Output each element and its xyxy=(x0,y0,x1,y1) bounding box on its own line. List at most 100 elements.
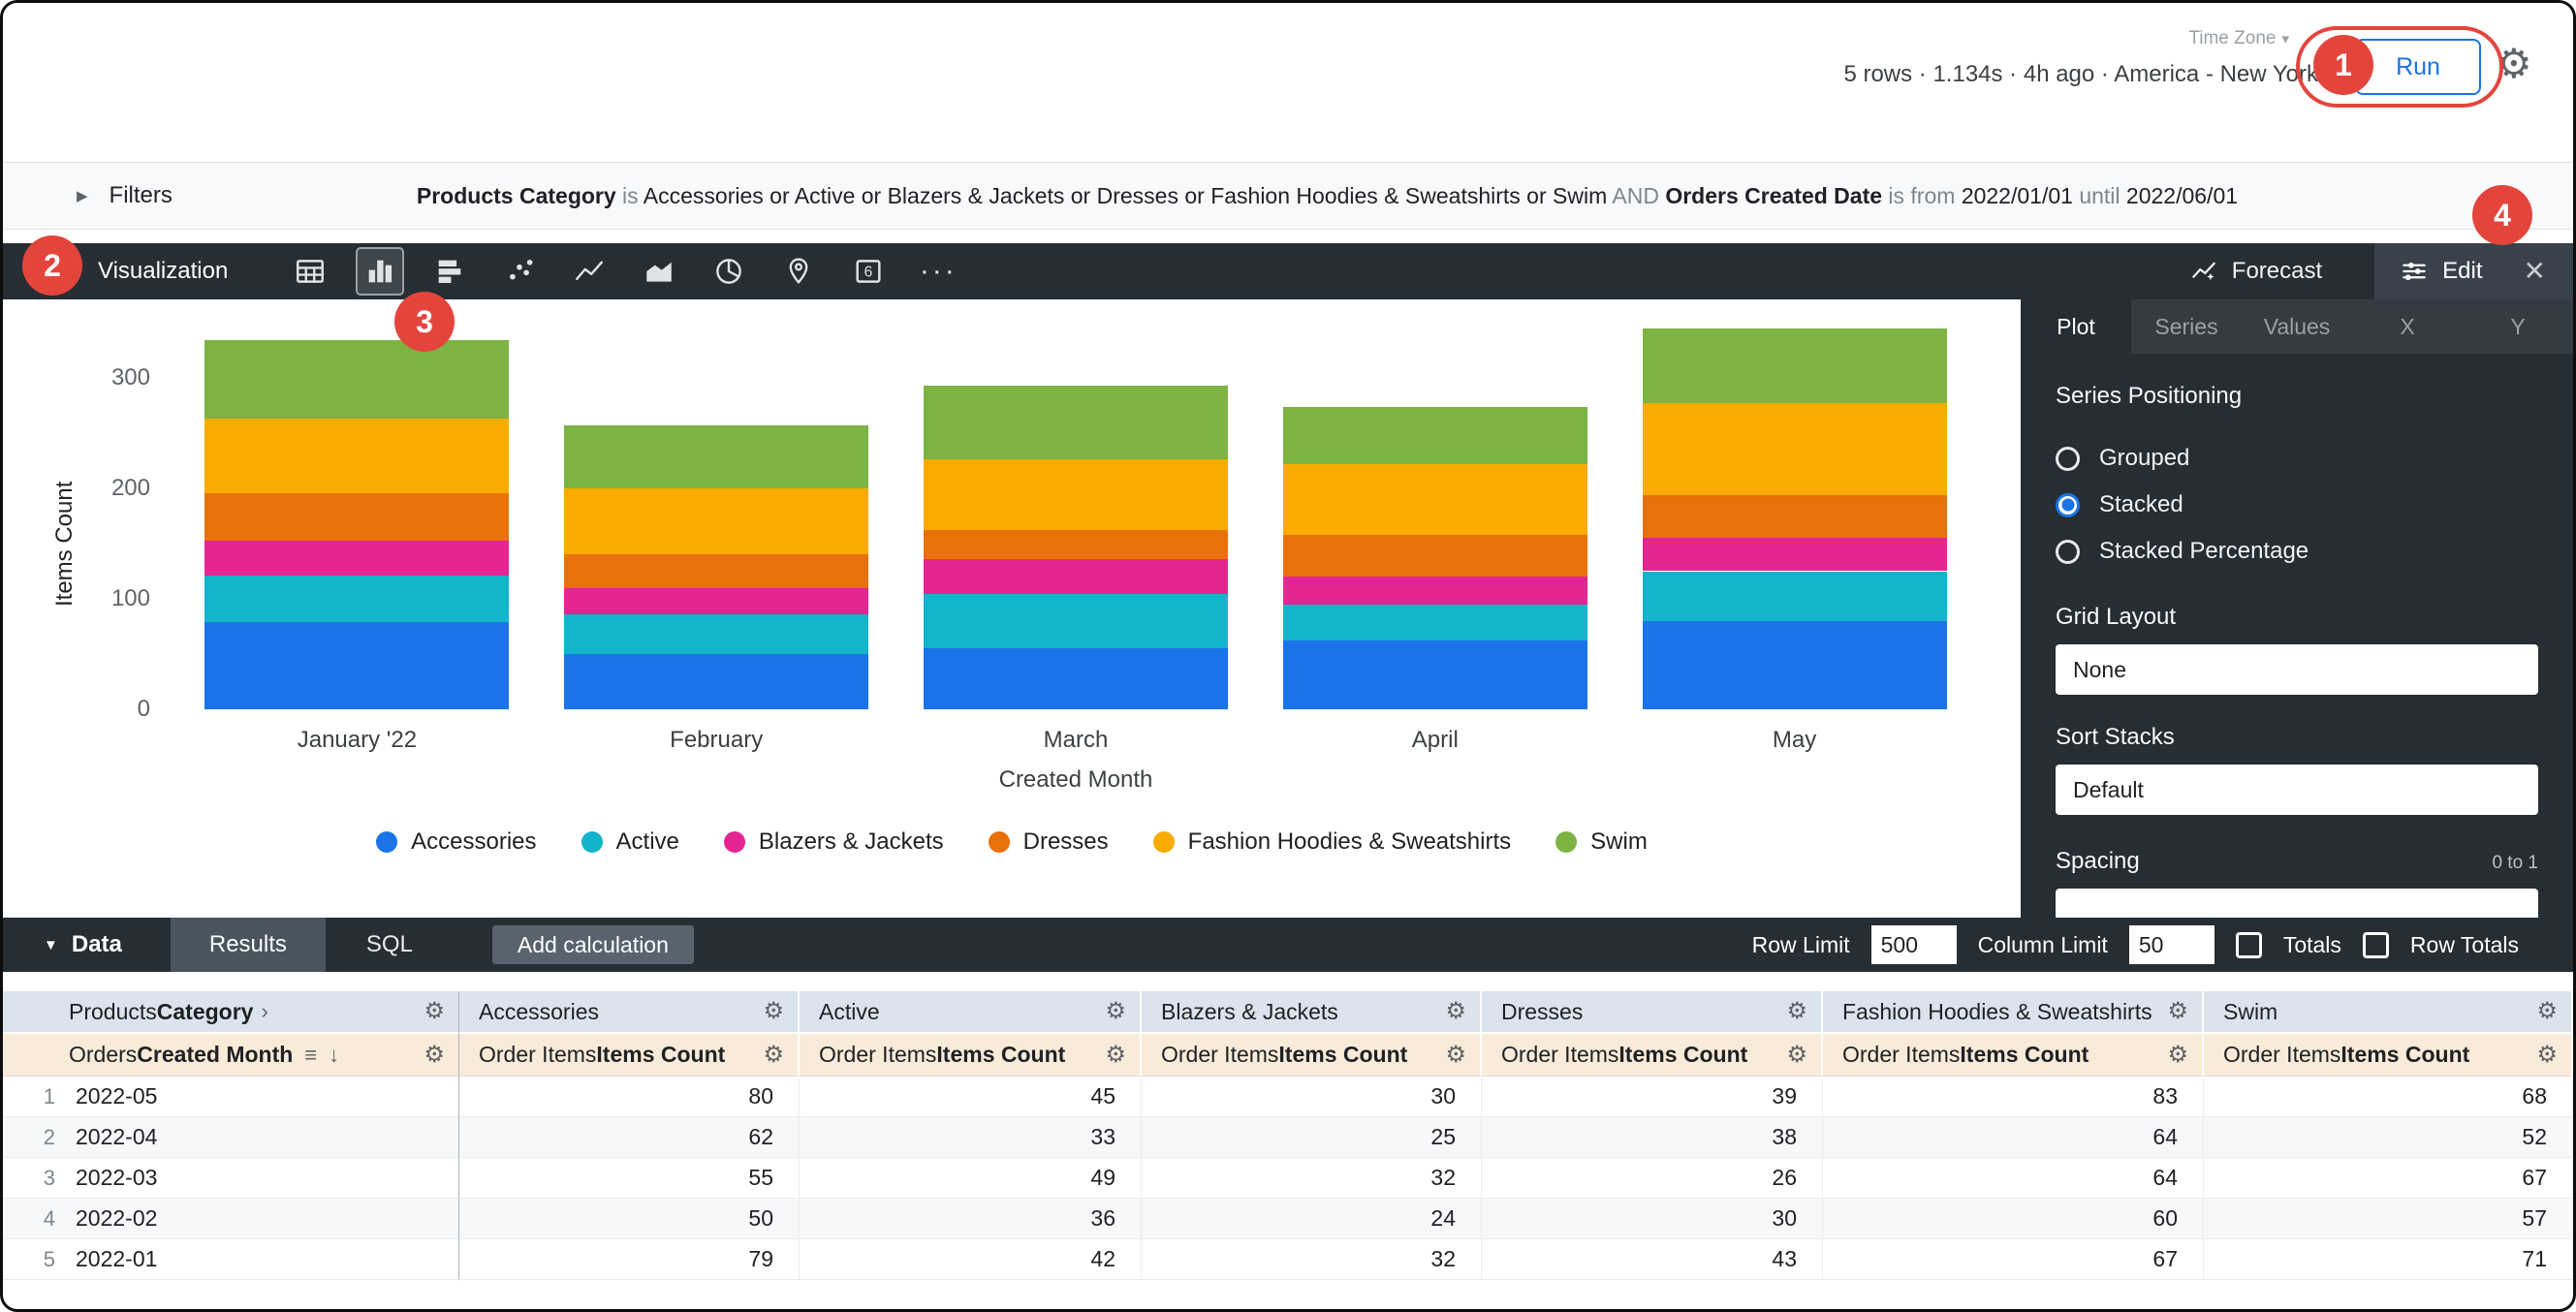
bar-segment[interactable] xyxy=(204,340,510,420)
measure-value[interactable]: 36 xyxy=(800,1199,1142,1239)
row-totals-checkbox[interactable] xyxy=(2362,931,2389,958)
panel-tab-x[interactable]: X xyxy=(2400,313,2415,339)
gear-icon[interactable]: ⚙ xyxy=(424,1041,445,1068)
pivot-value-header[interactable]: Swim ⚙ xyxy=(2204,991,2573,1034)
panel-tab-plot[interactable]: Plot xyxy=(2021,299,2131,354)
bar-segment[interactable] xyxy=(1642,403,1947,495)
pivot-value-header[interactable]: Accessories ⚙ xyxy=(459,991,800,1034)
column-limit-input[interactable] xyxy=(2128,925,2215,964)
measure-value[interactable]: 30 xyxy=(1482,1199,1823,1239)
gear-icon[interactable]: ⚙ xyxy=(2536,998,2558,1024)
gear-icon[interactable]: ⚙ xyxy=(1786,998,1807,1024)
gear-icon[interactable]: ⚙ xyxy=(1786,1041,1807,1068)
measure-value[interactable]: 39 xyxy=(1482,1077,1823,1117)
bar-segment[interactable] xyxy=(924,648,1228,709)
area-icon[interactable] xyxy=(637,249,681,294)
line-icon[interactable] xyxy=(567,249,612,294)
run-button[interactable]: Run xyxy=(2355,39,2481,95)
gear-icon[interactable]: ⚙ xyxy=(763,998,784,1024)
measure-field-header[interactable]: Order Items Items Count ⚙ xyxy=(800,1034,1142,1077)
measure-value[interactable]: 64 xyxy=(1823,1117,2204,1158)
measure-field-header[interactable]: Order Items Items Count ⚙ xyxy=(1142,1034,1482,1077)
pivot-value-header[interactable]: Fashion Hoodies & Sweatshirts ⚙ xyxy=(1823,991,2204,1034)
bar-segment[interactable] xyxy=(924,558,1228,595)
gear-icon[interactable]: ⚙ xyxy=(1445,1041,1466,1068)
bar-segment[interactable] xyxy=(204,576,510,622)
gear-icon[interactable]: ⚙ xyxy=(2536,1041,2558,1068)
table-icon[interactable] xyxy=(288,249,332,294)
gear-icon[interactable]: ⚙ xyxy=(1445,998,1466,1024)
bar-segment[interactable] xyxy=(204,419,510,493)
add-calculation-button[interactable]: Add calculation xyxy=(491,925,694,964)
gear-icon[interactable]: ⚙ xyxy=(763,1041,784,1068)
bar-segment[interactable] xyxy=(564,425,869,488)
bar-segment[interactable] xyxy=(1282,640,1587,709)
bar-segment[interactable] xyxy=(564,554,869,588)
bar-segment[interactable] xyxy=(204,540,510,577)
measure-value[interactable]: 68 xyxy=(2204,1077,2573,1117)
dimension-value[interactable]: 2022-03 xyxy=(76,1165,158,1190)
measure-value[interactable]: 32 xyxy=(1142,1158,1482,1199)
measure-value[interactable]: 50 xyxy=(459,1199,800,1239)
measure-value[interactable]: 57 xyxy=(2204,1199,2573,1239)
measure-value[interactable]: 67 xyxy=(2204,1158,2573,1199)
bar-segment[interactable] xyxy=(204,621,510,709)
bar-segment[interactable] xyxy=(564,488,869,555)
radio-option-grouped[interactable]: Grouped xyxy=(2056,435,2538,482)
measure-value[interactable]: 42 xyxy=(800,1239,1142,1280)
measure-value[interactable]: 79 xyxy=(459,1239,800,1280)
edit-button[interactable]: Edit xyxy=(2400,257,2483,286)
measure-field-header[interactable]: Order Items Items Count ⚙ xyxy=(2204,1034,2573,1077)
measure-value[interactable]: 55 xyxy=(459,1158,800,1199)
legend-item[interactable]: Swim xyxy=(1555,828,1648,856)
legend-item[interactable]: Blazers & Jackets xyxy=(723,828,944,856)
measure-value[interactable]: 24 xyxy=(1142,1199,1482,1239)
measure-value[interactable]: 33 xyxy=(800,1117,1142,1158)
measure-value[interactable]: 25 xyxy=(1142,1117,1482,1158)
measure-value[interactable]: 83 xyxy=(1823,1077,2204,1117)
gear-icon[interactable]: ⚙ xyxy=(2167,998,2188,1024)
bar-segment[interactable] xyxy=(564,654,869,709)
pivot-value-header[interactable]: Blazers & Jackets ⚙ xyxy=(1142,991,1482,1034)
measure-value[interactable]: 64 xyxy=(1823,1158,2204,1199)
dimension-value[interactable]: 2022-01 xyxy=(76,1246,158,1271)
measure-value[interactable]: 45 xyxy=(800,1077,1142,1117)
measure-value[interactable]: 32 xyxy=(1142,1239,1482,1280)
radio-option-stacked-percentage[interactable]: Stacked Percentage xyxy=(2056,528,2538,575)
measure-value[interactable]: 62 xyxy=(459,1117,800,1158)
pivot-value-header[interactable]: Dresses ⚙ xyxy=(1482,991,1823,1034)
dimension-value[interactable]: 2022-02 xyxy=(76,1205,158,1231)
scatter-icon[interactable] xyxy=(497,249,542,294)
bar-icon[interactable] xyxy=(427,249,472,294)
totals-checkbox[interactable] xyxy=(2235,931,2262,958)
bar-segment[interactable] xyxy=(1642,620,1947,709)
tab-results[interactable]: Results xyxy=(170,918,326,972)
legend-item[interactable]: Active xyxy=(581,828,679,856)
bar-segment[interactable] xyxy=(1282,406,1587,464)
column-icon[interactable] xyxy=(358,249,403,294)
bar-segment[interactable] xyxy=(1642,328,1947,404)
expand-right-icon[interactable]: ▶ xyxy=(77,188,88,204)
filters-label[interactable]: Filters xyxy=(109,182,173,208)
data-section-toggle[interactable]: ▼ Data xyxy=(44,931,122,958)
legend-item[interactable]: Dresses xyxy=(988,828,1109,856)
bar-segment[interactable] xyxy=(1642,571,1947,621)
gear-icon[interactable]: ⚙ xyxy=(2167,1041,2188,1068)
measure-field-header[interactable]: Order Items Items Count ⚙ xyxy=(1823,1034,2204,1077)
bar-segment[interactable] xyxy=(924,530,1228,559)
measure-value[interactable]: 67 xyxy=(1823,1239,2204,1280)
bar-segment[interactable] xyxy=(204,492,510,541)
measure-value[interactable]: 26 xyxy=(1482,1158,1823,1199)
measure-value[interactable]: 52 xyxy=(2204,1117,2573,1158)
measure-value[interactable]: 49 xyxy=(800,1158,1142,1199)
tab-sql[interactable]: SQL xyxy=(365,931,413,957)
row-limit-input[interactable] xyxy=(1870,925,1957,964)
dimension-field-header[interactable]: Orders Created Month ≡ ↓ ⚙ xyxy=(3,1034,459,1077)
gear-icon[interactable]: ⚙ xyxy=(1105,998,1126,1024)
bar-segment[interactable] xyxy=(564,613,869,654)
pivot-value-header[interactable]: Active ⚙ xyxy=(800,991,1142,1034)
panel-tab-values[interactable]: Values xyxy=(2263,313,2331,339)
map-icon[interactable] xyxy=(776,249,821,294)
spacing-input[interactable] xyxy=(2056,889,2538,918)
bar-segment[interactable] xyxy=(1642,494,1947,539)
